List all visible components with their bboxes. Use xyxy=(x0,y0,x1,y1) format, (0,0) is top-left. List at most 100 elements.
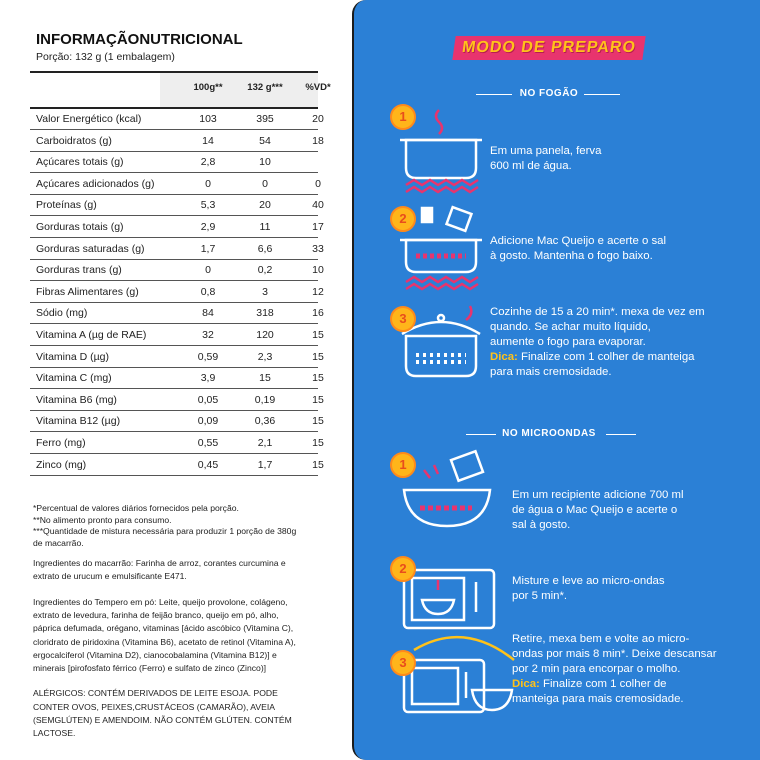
column-header: 100g** xyxy=(193,82,223,93)
value-cell: 15 xyxy=(312,350,324,363)
label-cell: Valor Energético (kcal) xyxy=(36,113,142,125)
tip-line: Dica: Finalize com 1 colher de manteiga xyxy=(490,350,705,365)
section-line xyxy=(466,434,496,435)
footnote: **No alimento pronto para consumo. xyxy=(33,514,172,525)
value-cell: 15 xyxy=(312,458,324,471)
value-cell: 2,1 xyxy=(257,437,273,449)
tip-line: manteiga para mais cremosidade. xyxy=(512,692,717,707)
step-line: Adicione Mac Queijo e acerte o sal xyxy=(490,235,667,247)
table-row: Valor Energético (kcal) 103 395 20 xyxy=(30,108,324,130)
paragraph-line: páprica defumada, orégano, vitaminas [ác… xyxy=(33,623,294,634)
icon-pot-2 xyxy=(400,205,482,291)
section-title: NO FOGÃO xyxy=(519,88,579,99)
step-text: Retire, mexa bem e volte ao micro-ondas … xyxy=(512,632,717,707)
label-cell: Sódio (mg) xyxy=(36,307,88,320)
value-cell: 3 xyxy=(262,285,268,298)
paragraph-line: Ingredientes do Tempero em pó: Leite, qu… xyxy=(33,596,288,607)
label-cell: Vitamina D (µg) xyxy=(36,350,109,363)
paragraph-line: ergocalciferol (Vitamina D2), cianocobal… xyxy=(33,649,277,660)
value-cell: 0,45 xyxy=(197,458,219,471)
paragraph-line: Ingredientes do macarrão: Farinha de arr… xyxy=(33,558,286,568)
step-line: por 5 min*. xyxy=(512,590,568,602)
value-cell: 16 xyxy=(312,307,324,320)
step-text: Em um recipiente adicione 700 ml de água … xyxy=(512,488,684,533)
value-cell: 0,55 xyxy=(197,437,219,449)
header-bg xyxy=(160,73,318,107)
value-cell: 0 xyxy=(205,177,211,190)
value-cell: 12 xyxy=(312,285,324,298)
value-cell: 17 xyxy=(312,221,324,233)
icon-bowl-1 xyxy=(402,449,492,528)
table-row: Proteínas (g) 5,3 20 40 xyxy=(30,194,324,217)
tip-line: Dica: Finalize com 1 colher de xyxy=(512,677,717,692)
label-cell: Gorduras totais (g) xyxy=(36,221,124,233)
table-row: Vitamina D (µg) 0,59 2,3 15 xyxy=(30,346,324,368)
section-line xyxy=(476,94,512,95)
paragraph-line: minerais [pirofosfato férrico (Ferro) e … xyxy=(33,663,267,674)
icon-pot-1 xyxy=(400,109,482,194)
tip-label: Dica: xyxy=(490,351,518,363)
value-cell: 3,9 xyxy=(200,372,216,385)
step-text: Adicione Mac Queijo e acerte o sal à gost… xyxy=(490,234,666,264)
value-cell: 33 xyxy=(312,242,324,255)
value-cell: 1,7 xyxy=(200,242,216,255)
step-text: Em uma panela, ferva 600 ml de água. xyxy=(490,144,601,174)
label-cell: Ferro (mg) xyxy=(36,437,86,449)
paragraph-line: LACTOSE. xyxy=(33,728,76,739)
label-cell: Gorduras saturadas (g) xyxy=(36,242,145,255)
tip-text: para mais cremosidade. xyxy=(490,366,612,378)
value-cell: 10 xyxy=(259,156,271,169)
step-line: Em uma panela, ferva xyxy=(490,145,602,157)
table-row: Carboidratos (g) 14 54 18 xyxy=(30,130,324,152)
step-number: 2 xyxy=(390,206,416,232)
table-row: Vitamina B12 (µg) 0,09 0,36 15 xyxy=(30,410,324,433)
tip-line: para mais cremosidade. xyxy=(490,365,705,380)
table-row: Ferro (mg) 0,55 2,1 15 xyxy=(30,432,324,454)
table-row: Açúcares totais (g) 2,8 10 xyxy=(30,151,318,174)
paragraph-line: extrato de urucum e emulsificante E471. xyxy=(33,571,187,582)
portion: Porção: 132 g (1 embalagem) xyxy=(36,51,175,63)
value-cell: 14 xyxy=(202,134,214,147)
step-line: Misture e leve ao micro-ondas xyxy=(512,575,665,587)
value-cell: 103 xyxy=(199,113,217,125)
label-cell: Vitamina B6 (mg) xyxy=(36,393,117,406)
value-cell: 0,8 xyxy=(200,285,216,298)
tip-text: Finalize com 1 colher de manteiga xyxy=(521,351,695,363)
value-cell: 120 xyxy=(256,329,274,341)
paragraph-line: (SEMGLÚTEN) E AMENDOIM. NÃO CONTÉM GLÚTE… xyxy=(33,715,292,725)
table-header xyxy=(30,71,318,109)
table-row: Zinco (mg) 0,45 1,7 15 xyxy=(30,454,324,476)
value-cell: 15 xyxy=(312,415,324,428)
value-cell: 2,8 xyxy=(200,156,216,169)
value-cell: 0 xyxy=(205,264,211,277)
label-cell: Vitamina C (mg) xyxy=(36,372,112,385)
value-cell: 15 xyxy=(312,393,324,406)
step-line: ondas por mais 8 min*. Deixe descansar xyxy=(512,648,717,660)
value-cell: 2,3 xyxy=(257,350,273,363)
value-cell: 0,19 xyxy=(254,393,276,406)
value-cell: 32 xyxy=(202,329,214,341)
value-cell: 20 xyxy=(259,199,271,212)
value-cell: 54 xyxy=(259,134,271,147)
label-cell: Açúcares totais (g) xyxy=(36,156,124,169)
value-cell: 0,59 xyxy=(197,350,219,363)
value-cell: 0,36 xyxy=(254,415,276,428)
step-line: Cozinhe de 15 a 20 min*. mexa de vez em xyxy=(490,306,705,318)
paragraph-line: cloridrato de piridoxina (Vitamina B6), … xyxy=(33,636,296,647)
step-line: de água o Mac Queijo e acerte o xyxy=(512,504,678,516)
value-cell: 1,7 xyxy=(257,458,273,471)
step-line: sal à gosto. xyxy=(512,519,571,531)
value-cell: 10 xyxy=(312,264,324,277)
value-cell: 15 xyxy=(312,372,324,385)
step-line: quando. Se achar muito líquido, xyxy=(490,321,651,333)
nutrition-panel: INFORMAÇÃONUTRICIONAL Porção: 132 g (1 e… xyxy=(0,0,352,760)
value-cell: 0 xyxy=(262,177,268,190)
table-row: Gorduras totais (g) 2,9 11 17 xyxy=(30,216,324,238)
paragraph-line: CONTER OVOS, PEIXES,CRUSTÁCEOS (CAMARÃO)… xyxy=(33,701,275,712)
step-text: Misture e leve ao micro-ondas por 5 min*. xyxy=(512,574,665,604)
column-header: 132 g*** xyxy=(247,82,283,93)
step-line: por 2 min para encorpar o molho. xyxy=(512,663,681,675)
value-cell: 6,6 xyxy=(257,242,273,255)
label-cell: Gorduras trans (g) xyxy=(36,264,122,277)
